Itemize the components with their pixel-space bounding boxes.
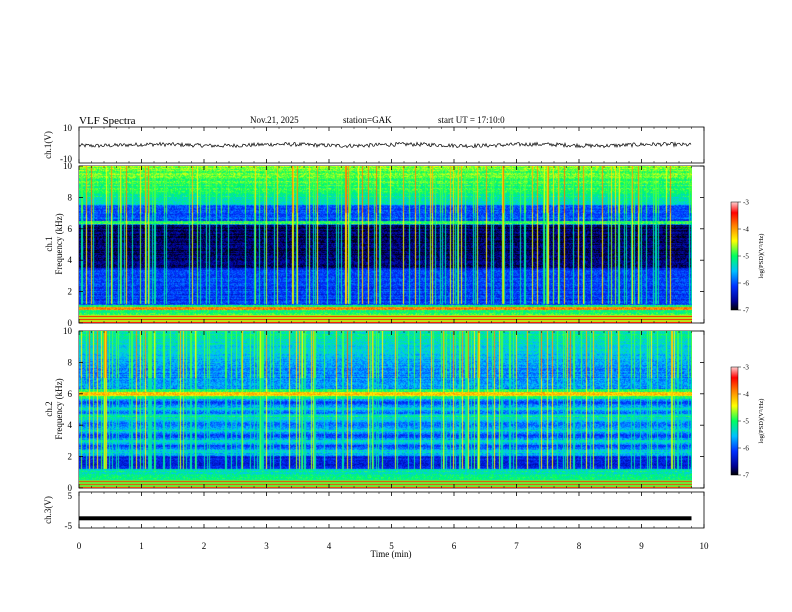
ch3-waveform-frame [78, 491, 705, 529]
colorbar-tick-label: -7 [743, 307, 749, 315]
ch2-colorbar: -3 -4 -5 -6 -7 log(PSD)(V²/Hz) [730, 364, 765, 480]
ch1-ytick-bottom: -10 [60, 154, 72, 164]
colorbar-tick-label: -5 [743, 253, 749, 261]
ch1-spectrogram-ylabel-channel: ch.1 [44, 236, 54, 251]
colorbar-tick-label: -4 [743, 226, 749, 234]
ch3-ytick-bottom: -5 [65, 521, 73, 531]
ch2-spectrogram-ylabel-freq: Frequency (kHz) [54, 378, 64, 439]
y-tick-label: 2 [68, 287, 73, 297]
station-label: station=GAK [343, 115, 392, 125]
ch2-colorbar-scale [730, 366, 739, 476]
ch1-colorbar: -3 -4 -5 -6 -7 log(PSD)(V²/Hz) [730, 199, 765, 315]
x-tick-label: 6 [452, 541, 457, 551]
x-tick-label: 2 [202, 541, 207, 551]
y-tick-label: 0 [68, 318, 73, 328]
ch3-waveform-ylabel: ch.3(V) [43, 496, 53, 524]
ch2-colorbar-label: log(PSD)(V²/Hz) [758, 399, 765, 444]
ch1-colorbar-label: log(PSD)(V²/Hz) [758, 234, 765, 279]
y-tick-label: 6 [68, 224, 73, 234]
ch1-waveform-line [78, 141, 692, 149]
colorbar-tick-label: -4 [743, 391, 749, 399]
ch3-ytick-top: 5 [68, 491, 73, 501]
x-tick-label: 0 [77, 541, 82, 551]
ch2-spectrogram-ylabel-channel: ch.2 [44, 401, 54, 416]
ch1-waveform-panel: 10 -10 ch.1(V) [43, 123, 705, 164]
x-tick-label: 7 [514, 541, 519, 551]
figure-title: VLF Spectra [79, 115, 136, 127]
ch1-ytick-top: 10 [63, 123, 73, 133]
x-tick-label: 8 [577, 541, 582, 551]
x-tick-label: 10 [700, 541, 710, 551]
x-tick-label: 1 [139, 541, 144, 551]
ch1-waveform-frame [78, 126, 705, 164]
colorbar-tick-label: -3 [743, 364, 749, 372]
colorbar-tick-label: -6 [743, 445, 749, 453]
colorbar-tick-label: -3 [743, 199, 749, 207]
colorbar-tick-label: -6 [743, 280, 749, 288]
y-tick-label: 10 [63, 326, 73, 336]
date-label: Nov.21, 2025 [250, 115, 299, 125]
y-tick-label: 4 [68, 255, 73, 265]
ch1-spectrogram-image [79, 166, 692, 323]
start-ut-label: start UT = 17:10:0 [438, 115, 505, 125]
x-tick-label: 3 [264, 541, 269, 551]
ch1-spectrogram-panel: 0 2 4 6 8 10 ch.1 Frequency (kHz) [44, 161, 705, 328]
ch1-colorbar-scale [730, 201, 739, 311]
ch1-spectrogram-ylabel-freq: Frequency (kHz) [54, 213, 64, 274]
y-tick-label: 8 [68, 192, 73, 202]
y-tick-label: 2 [68, 452, 73, 462]
y-tick-label: 6 [68, 389, 73, 399]
y-tick-label: 0 [68, 483, 73, 493]
colorbar-tick-label: -7 [743, 472, 749, 480]
ch2-spectrogram-panel: 0 2 4 6 8 10 ch.2 Frequency (kHz) [44, 326, 705, 493]
ch2-spectrogram-image [79, 331, 692, 488]
ch3-waveform-panel: 5 -5 ch.3(V) [43, 491, 705, 531]
x-tick-label: 9 [639, 541, 644, 551]
y-tick-label: 8 [68, 357, 73, 367]
x-tick-label: 4 [327, 541, 332, 551]
ch3-waveform-line [79, 516, 692, 521]
y-tick-label: 4 [68, 420, 73, 430]
x-tick-label: 5 [389, 541, 394, 551]
ch1-waveform-ylabel: ch.1(V) [43, 131, 53, 159]
y-tick-label: 10 [63, 161, 73, 171]
colorbar-tick-label: -5 [743, 418, 749, 426]
x-axis-label: Time (min) [371, 549, 412, 559]
